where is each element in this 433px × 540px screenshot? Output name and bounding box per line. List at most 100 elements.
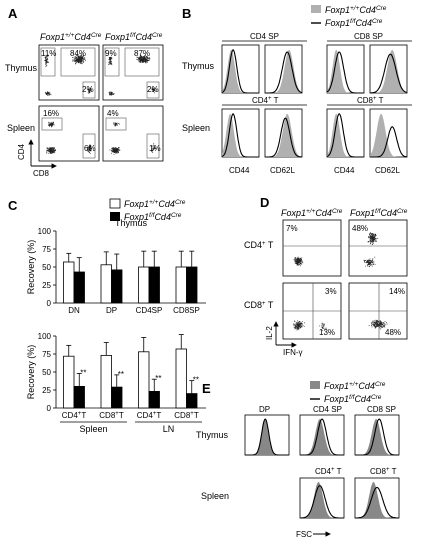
flow-dot [81,61,82,63]
flow-dot [296,263,298,264]
flow-dot [115,150,117,151]
flow-dot [295,327,297,329]
flow-dot [45,57,46,58]
flow-dot [45,60,46,61]
flow-dot [370,235,371,237]
flow-dot [117,148,118,150]
flow-dot [53,148,55,149]
flow-dot [295,262,297,264]
flow-dot [371,236,372,238]
flow-dot [78,56,79,58]
flow-dot [109,91,110,93]
bar [186,393,198,409]
flow-dot [372,236,374,237]
flow-dot [373,238,375,239]
flow-dot [373,325,375,327]
flow-dot [145,59,147,61]
flow-dot [51,125,52,126]
flow-dot [371,237,372,239]
flow-dot [83,58,85,60]
flow-dot [141,56,143,58]
histogram-ko [300,485,344,519]
flow-dot [298,325,299,327]
pct-cd4-ko: 48% [352,224,368,233]
flow-dot [47,94,49,96]
flow-dot [112,148,114,150]
flow-dot [294,258,296,260]
flow-dot [47,92,48,94]
group-label: Spleen [79,424,107,434]
flow-dot [301,257,303,259]
histogram-ko [245,418,289,456]
flow-dot [377,320,379,322]
legend-ko-label-e: Foxp1f/fCd4Cre [324,394,382,404]
panel-d-letter: D [260,195,269,210]
flow-dot [322,329,323,331]
flow-dot [80,60,82,62]
bar [138,351,150,409]
flow-plot-cd4-wt [282,219,342,277]
flow-dot [323,325,325,327]
flow-dot [142,61,144,63]
histogram-wt [265,49,302,93]
flow-dot [372,239,374,240]
flow-dot [53,124,55,126]
marker-label-cd44-2: CD44 [334,166,355,175]
flow-dot [108,57,110,58]
flow-dot [300,265,301,267]
flow-dot [379,321,381,323]
flow-dot [48,152,50,154]
flow-dot [294,320,295,322]
y-tick-label: 50 [42,263,51,272]
flow-dot [77,56,79,57]
x-tick-label: CD8+T [99,411,124,420]
flow-dot [111,148,113,150]
flow-dot [109,58,111,60]
flow-dot [48,121,50,123]
flow-dot [45,61,47,63]
flow-dot [80,56,82,58]
flow-dot [377,320,378,322]
flow-dot [371,235,372,237]
flow-dot [154,147,156,148]
x-tick-label: CD4SP [136,306,163,315]
flow-dot [376,240,377,242]
flow-dot [110,56,111,58]
flow-dot [369,237,371,238]
x-tick-label: CD4+T [62,411,87,420]
flow-dot [112,151,114,153]
flow-dot [90,89,92,91]
flow-dot [295,258,297,260]
flow-dot [374,322,376,324]
flow-dot [368,264,369,266]
flow-dot [372,262,373,264]
flow-dot [295,326,296,328]
flow-dot [52,148,54,149]
flow-dot [109,94,111,96]
pct-thymus-wt-dp: 84% [70,49,86,58]
flow-dot [48,150,50,152]
flow-dot [298,258,299,259]
flow-dot [374,256,376,258]
flow-dot [75,61,77,62]
flow-dot [370,236,372,238]
histogram-ko [221,113,259,158]
flow-dot [322,324,324,325]
panel-e-row-spleen: Spleen [201,491,229,501]
flow-dot [382,326,384,328]
flow-dot [152,87,153,89]
flow-dot [324,327,326,329]
flow-dot [144,55,145,57]
panel-a-header-wt: Foxp1+/+Cd4Cre [40,32,102,42]
flow-dot [44,56,46,58]
flow-dot [49,151,51,153]
flow-dot [152,147,154,149]
flow-dot [53,150,55,151]
flow-dot [46,56,48,57]
flow-dot [372,239,373,241]
flow-dot [74,61,76,62]
flow-dot [89,145,91,147]
flow-dot [369,261,371,263]
flow-dot [51,123,53,124]
flow-dot [297,259,298,261]
